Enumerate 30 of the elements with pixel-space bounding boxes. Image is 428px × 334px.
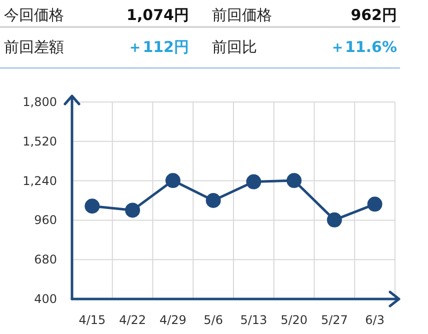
text: 前回価格 xyxy=(212,6,272,24)
point xyxy=(165,173,180,188)
y-tick-label: 1,800 xyxy=(22,95,57,109)
text: 1,074円 xyxy=(126,6,189,24)
x-tick-label: 6/3 xyxy=(365,313,384,327)
x-tick-label: 4/22 xyxy=(119,313,146,327)
point xyxy=(286,173,302,188)
point xyxy=(367,196,382,212)
point xyxy=(246,174,262,190)
x-tick-label: 5/6 xyxy=(204,313,223,327)
text: ＋11.6% xyxy=(330,38,397,56)
x-tick-label: 4/29 xyxy=(159,313,186,327)
x-tick-label: 5/13 xyxy=(240,313,268,327)
x-tick-label: 5/27 xyxy=(320,313,348,327)
text: 962円 xyxy=(350,6,397,24)
y-tick-label: 400 xyxy=(34,292,57,306)
text: 前回差額 xyxy=(4,38,64,56)
y-tick-label: 960 xyxy=(34,213,57,228)
y-tick-label: 1,520 xyxy=(22,134,57,148)
x-tick-label: 4/15 xyxy=(78,313,106,327)
y-tick-label: 680 xyxy=(34,252,57,267)
y-tick-label: 1,240 xyxy=(22,174,57,188)
point xyxy=(206,193,221,208)
point xyxy=(125,202,140,218)
point xyxy=(326,212,342,228)
point xyxy=(84,198,100,214)
x-tick-label: 5/20 xyxy=(280,313,308,327)
text: ＋112円 xyxy=(128,38,189,56)
text: 今回価格 xyxy=(4,6,64,24)
text: 前回比 xyxy=(212,38,257,56)
